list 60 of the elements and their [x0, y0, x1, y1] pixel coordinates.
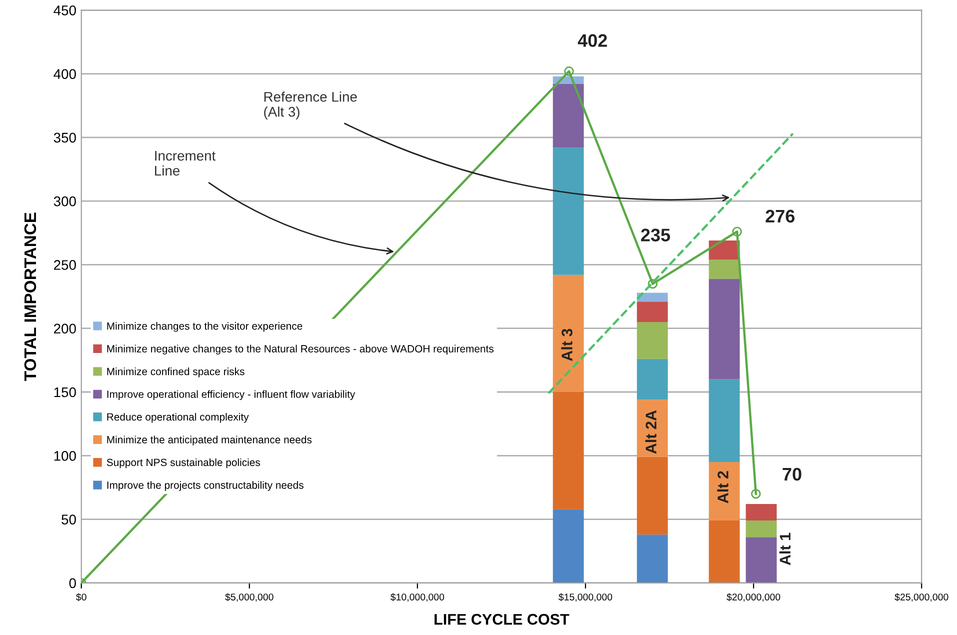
point: [564, 66, 574, 76]
data-label: 235: [641, 228, 670, 242]
legend-label: Minimize confined space risks: [107, 368, 244, 378]
y-tick-label: 250: [54, 260, 76, 270]
bar: [708, 520, 740, 583]
legend-label: Reduce operational complexity: [107, 412, 249, 423]
x-tick-label: $15,000,000: [558, 593, 612, 602]
y-tick-label: 200: [54, 324, 76, 334]
data-label: 276: [766, 210, 795, 223]
bar: [746, 504, 777, 521]
annotation: Alt 3: [561, 328, 572, 362]
legend-label: Improve the projects constructability needs: [107, 481, 304, 491]
data-label: 402: [578, 34, 607, 47]
bar: [552, 274, 584, 392]
legend-label: Support NPS sustainable policies: [106, 458, 260, 468]
bar: [552, 392, 584, 510]
point: [751, 488, 761, 499]
y-tick-label: 100: [54, 450, 76, 461]
legend-label: Minimize changes to the visitor experience: [107, 322, 302, 332]
point: [732, 226, 742, 236]
bar: [746, 537, 777, 583]
y-axis-title: TOTAL IMPORTANCE: [24, 212, 36, 381]
bar: [636, 292, 668, 302]
bar: [708, 278, 740, 380]
annotation: Alt 2: [717, 471, 728, 504]
bar: [552, 84, 584, 148]
bar: [636, 456, 668, 535]
y-tick-label: 350: [54, 132, 76, 143]
y-tick-label: 400: [54, 69, 76, 79]
bar: [636, 534, 668, 583]
x-tick-label: $5,000,000: [225, 593, 274, 602]
y-tick-label: 300: [54, 196, 76, 206]
x-tick-label: $20,000,000: [726, 593, 780, 602]
bar: [552, 148, 584, 275]
y-tick-label: 0: [69, 578, 76, 588]
bar: [552, 509, 584, 583]
annotation: Increment Line: [155, 150, 216, 176]
legend-label: Minimize negative changes to the Natural Resources - above WADOH requirements: [107, 344, 494, 355]
x-axis-title: LIFE CYCLE COST: [434, 614, 570, 625]
bar: [708, 260, 740, 279]
bar: [636, 358, 668, 400]
annotation: Reference Line (Alt 3): [264, 92, 357, 120]
bar: [746, 520, 777, 538]
point: [648, 278, 658, 289]
bar: [636, 322, 668, 359]
x-tick-label: $10,000,000: [390, 593, 444, 602]
x-tick-label: $0: [76, 593, 86, 602]
data-label: 70: [782, 468, 802, 481]
x-tick-label: $25,000,000: [894, 593, 948, 602]
bar: [636, 400, 668, 457]
legend-label: Minimize the anticipated maintenance needs: [107, 436, 312, 446]
y-tick-label: 450: [54, 5, 76, 16]
bar: [708, 462, 740, 521]
y-tick-label: 150: [54, 387, 76, 398]
bar: [636, 302, 668, 322]
annotation: Alt 2A: [645, 410, 656, 454]
y-tick-label: 50: [62, 514, 76, 524]
annotation: Alt 1: [779, 532, 791, 566]
bar: [708, 379, 740, 462]
legend-label: Improve operational efficiency - influent flow variability: [107, 390, 356, 400]
